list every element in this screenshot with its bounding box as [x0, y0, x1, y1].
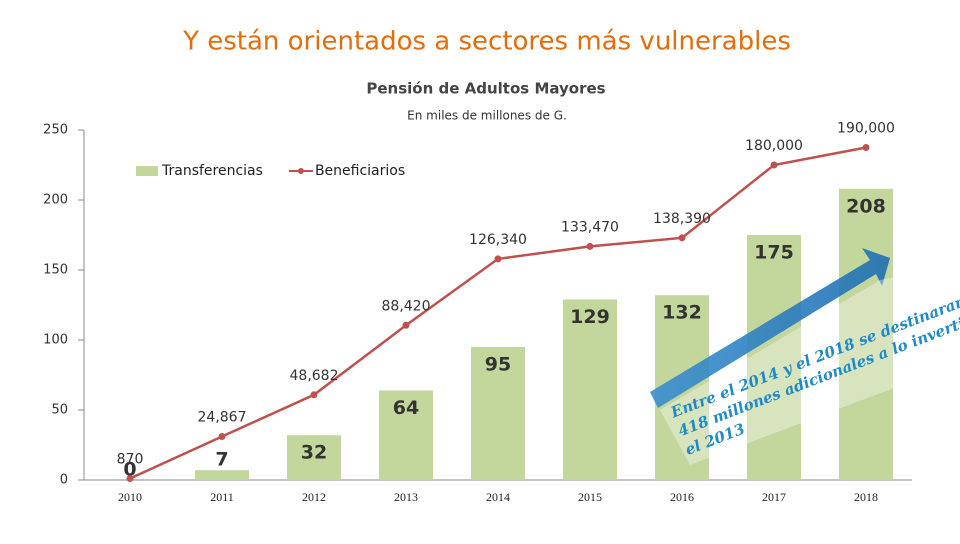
y-tick-label: 250 — [43, 123, 68, 138]
y-tick-label: 50 — [51, 403, 68, 418]
line-value-label: 180,000 — [745, 138, 803, 154]
line-value-label: 126,340 — [469, 232, 527, 248]
bar-value-label: 208 — [846, 195, 886, 217]
line-point — [126, 474, 134, 482]
legend-label: Transferencias — [161, 163, 263, 179]
bar-value-label: 132 — [662, 302, 702, 324]
legend-label: Beneficiarios — [315, 163, 405, 179]
line-point — [494, 255, 502, 263]
line-value-label: 88,420 — [382, 298, 431, 314]
bar-value-label: 175 — [754, 242, 794, 264]
x-tick-label: 2011 — [210, 490, 234, 504]
line-value-label: 138,390 — [653, 211, 711, 227]
x-tick-label: 2013 — [394, 490, 418, 504]
y-tick-label: 100 — [43, 333, 68, 348]
bar — [563, 299, 617, 480]
bar — [747, 235, 801, 480]
x-tick-label: 2012 — [302, 490, 326, 504]
y-tick-label: 150 — [43, 263, 68, 278]
line-point — [678, 234, 686, 242]
arrow — [650, 248, 890, 408]
bar-value-label: 129 — [570, 306, 610, 328]
x-tick-label: 2010 — [118, 490, 142, 504]
bar — [379, 390, 433, 480]
x-tick-label: 2017 — [762, 490, 786, 504]
bar — [471, 347, 525, 480]
arrow-box — [660, 265, 955, 465]
line-point — [770, 161, 778, 169]
y-tick-label: 0 — [60, 473, 68, 488]
line-value-label: 24,867 — [198, 409, 247, 425]
x-tick-label: 2014 — [486, 490, 510, 504]
line-value-label: 133,470 — [561, 219, 619, 235]
bar — [287, 435, 341, 480]
legend-marker — [297, 168, 304, 174]
chart-title: Pensión de Adultos Mayores — [366, 80, 605, 98]
line-value-label: 48,682 — [290, 368, 339, 384]
x-tick-label: 2016 — [670, 490, 694, 504]
bar-value-label: 0 — [123, 459, 136, 481]
line-value-label: 190,000 — [837, 121, 895, 137]
x-tick-label: 2015 — [578, 490, 602, 504]
legend-swatch — [136, 166, 158, 176]
line-point — [402, 321, 410, 329]
bar-value-label: 64 — [393, 397, 419, 419]
line-point — [862, 144, 870, 151]
line-point — [218, 432, 226, 440]
plot: 0 50 100 150 200 250 2010 2011 2012 2013 2014 2015 2… — [43, 121, 912, 504]
bar — [839, 188, 893, 481]
chart-subtitle: En miles de millones de G. — [407, 109, 567, 123]
line-value-label: 870 — [117, 451, 144, 467]
x-tick-label: 2018 — [854, 490, 878, 504]
bar-value-label: 95 — [485, 354, 511, 376]
line-point — [586, 242, 594, 250]
bar-value-label: 7 — [215, 449, 228, 471]
bar — [195, 470, 249, 480]
bar-value-label: 32 — [301, 442, 327, 464]
y-tick-label: 200 — [43, 193, 68, 208]
line-point — [310, 391, 318, 399]
page-header: Y están orientados a sectores más vulner… — [182, 27, 791, 57]
